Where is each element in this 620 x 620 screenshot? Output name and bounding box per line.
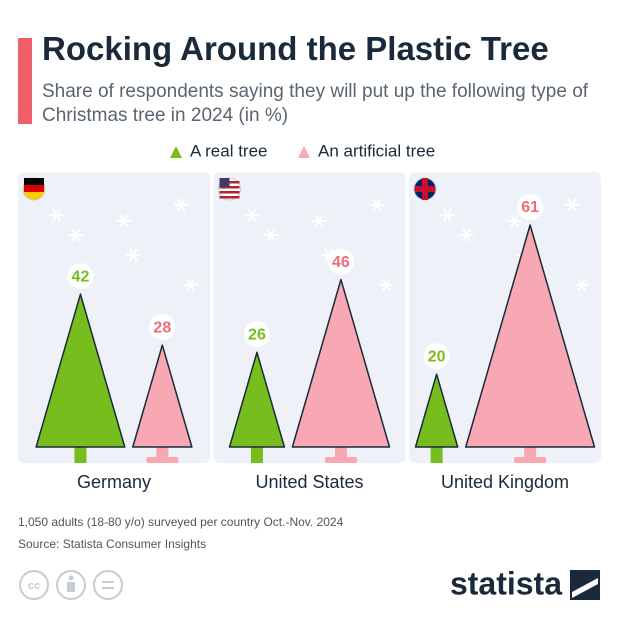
snowflake — [247, 208, 257, 222]
tree-trunk — [430, 447, 443, 463]
value-label-bg — [517, 194, 544, 220]
snowflake — [462, 228, 471, 242]
value-label: 28 — [153, 319, 171, 336]
snowflake — [119, 214, 128, 228]
value-label-bg — [327, 248, 354, 275]
category-label: United Kingdom — [441, 472, 569, 492]
snowflake — [510, 214, 519, 228]
brand: statista — [450, 565, 562, 601]
brand-logo-icon — [570, 570, 600, 600]
legend-label: An artificial tree — [318, 141, 435, 160]
tree-trunk — [250, 447, 263, 463]
snowflake — [71, 228, 80, 242]
category-label: United States — [255, 472, 363, 492]
tree — [132, 344, 193, 448]
snowflake — [186, 278, 196, 292]
snowflake — [443, 208, 452, 222]
tree — [228, 351, 286, 448]
svg-text:cc: cc — [28, 580, 40, 592]
tree-stand — [324, 457, 357, 463]
tree — [414, 373, 459, 448]
tree-trunk — [74, 447, 87, 463]
tree-stand — [146, 457, 179, 463]
legend-label: A real tree — [190, 141, 268, 160]
snowflake — [266, 228, 276, 242]
snowflake — [372, 198, 382, 212]
snowflake — [314, 214, 324, 228]
title-accent — [18, 38, 32, 124]
flag — [219, 191, 240, 194]
snowflake — [52, 208, 61, 222]
snowflake — [324, 248, 334, 262]
flag — [219, 186, 240, 189]
tree — [291, 278, 391, 448]
snowflake — [567, 198, 577, 212]
flag — [422, 178, 428, 200]
snowflake — [176, 198, 186, 212]
snowflake — [381, 278, 391, 292]
category-label: Germany — [77, 472, 151, 492]
flag — [219, 178, 230, 187]
value-label-bg — [149, 314, 176, 341]
value-label: 46 — [332, 254, 350, 271]
value-label-bg — [67, 263, 94, 290]
flag — [219, 196, 240, 199]
value-label: 61 — [521, 199, 539, 216]
tree — [464, 224, 596, 448]
value-label-bg — [243, 321, 270, 348]
value-label: 26 — [248, 327, 266, 344]
chart-title: Rocking Around the Plastic Tree — [42, 30, 549, 67]
note: 1,050 adults (18-80 y/o) surveyed per co… — [18, 515, 344, 529]
snowflake — [128, 248, 138, 262]
source: Source: Statista Consumer Insights — [18, 537, 206, 551]
flag — [24, 178, 44, 185]
legend-marker — [170, 146, 182, 158]
value-label: 42 — [72, 268, 90, 285]
chart-subtitle: Share of respondents saying they will pu… — [42, 81, 589, 126]
footer-icons: cc — [19, 570, 123, 600]
value-label-bg — [423, 343, 450, 370]
flag — [24, 185, 44, 192]
legend-marker — [298, 146, 310, 158]
tree-stand — [514, 457, 547, 463]
snowflake — [577, 278, 587, 292]
value-label: 20 — [428, 348, 446, 365]
tree — [35, 293, 126, 448]
